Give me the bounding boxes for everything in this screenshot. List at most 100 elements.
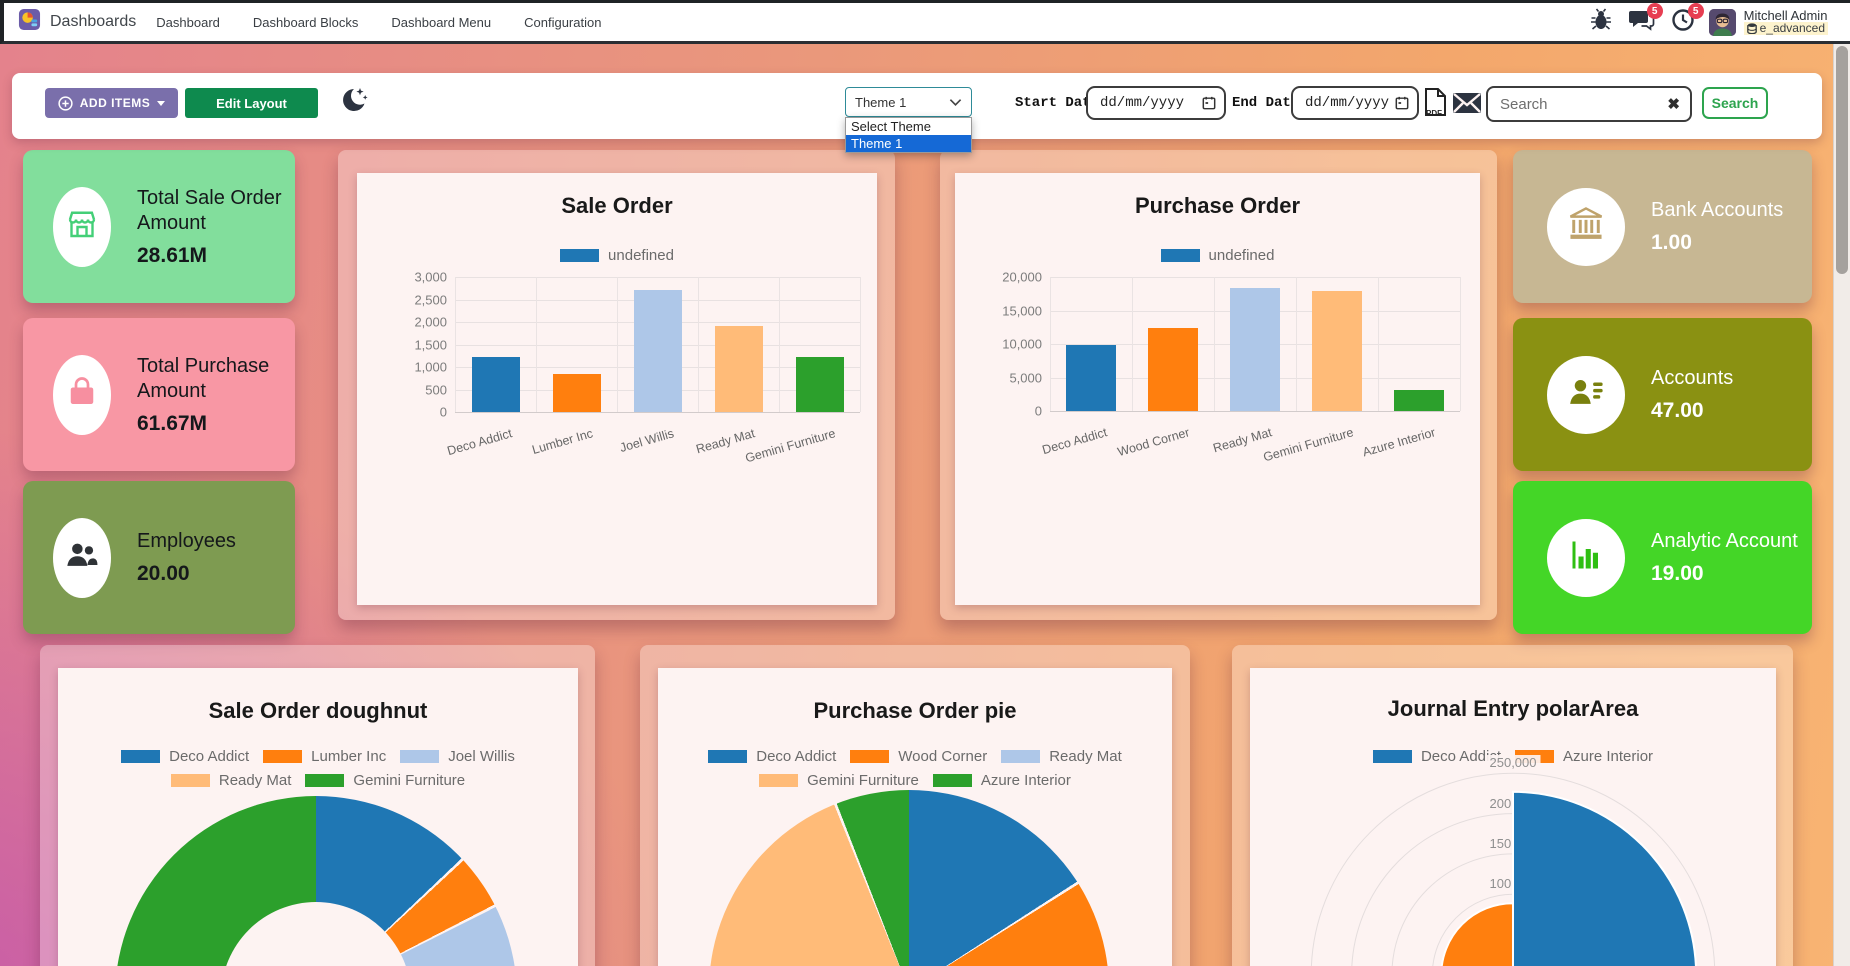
database-icon (1746, 23, 1757, 34)
journal-entry-polar-tile: Journal Entry polarArea Deco Addict Azure … (1232, 645, 1793, 966)
legend-label: Ready Mat (1049, 748, 1122, 765)
legend-item-undefined[interactable]: undefined (1160, 247, 1274, 264)
journal-entry-polar-panel: Journal Entry polarArea Deco Addict Azure … (1250, 668, 1776, 966)
y-axis-tick: 10,000 (1002, 336, 1042, 352)
svg-text:PDF: PDF (1426, 109, 1442, 118)
kpi-icon-circle (53, 517, 111, 598)
end-date-label: End Date: (1232, 95, 1308, 111)
chart-legend: Deco Addict Lumber Inc Joel Willis Ready Ma… (58, 748, 578, 789)
vertical-scrollbar[interactable] (1833, 44, 1850, 966)
legend-item-ready-mat[interactable]: Ready Mat (1001, 748, 1122, 765)
gridline (1050, 411, 1460, 412)
chart-title: Sale Order doughnut (208, 698, 428, 723)
start-date-input[interactable]: dd/mm/yyyy (1086, 86, 1226, 120)
legend-swatch (1160, 249, 1200, 262)
calendar-icon[interactable] (1202, 96, 1216, 110)
theme-option-select-theme[interactable]: Select Theme (851, 119, 931, 134)
menu-item-dashboard[interactable]: Dashboard (156, 14, 220, 30)
export-pdf-button[interactable]: PDF (1422, 87, 1448, 122)
messages-button[interactable]: 5 (1628, 3, 1663, 35)
legend-item-gemini-furniture[interactable]: Gemini Furniture (305, 772, 465, 789)
legend-item-joel-willis[interactable]: Joel Willis (400, 748, 515, 765)
notification-badge: 5 (1687, 3, 1704, 19)
legend-label: Gemini Furniture (807, 772, 919, 789)
theme-select[interactable]: Theme 1 (845, 87, 972, 117)
gridline (1378, 277, 1379, 411)
legend-label: Ready Mat (218, 772, 292, 789)
legend-item-deco-addict[interactable]: Deco Addict (708, 748, 836, 765)
moon-icon (343, 88, 368, 111)
menu-item-configuration[interactable]: Configuration (524, 14, 602, 30)
y-axis-tick: 20,000 (1002, 269, 1042, 285)
legend-swatch (708, 750, 748, 763)
x-axis-label: Wood Corner (1115, 425, 1191, 460)
clear-search-icon[interactable]: ✖ (1667, 96, 1680, 113)
chevron-down-icon (949, 98, 962, 106)
kpi-icon-circle (53, 186, 111, 267)
x-axis-label: Joel Willis (618, 426, 676, 456)
legend-item-deco-addict[interactable]: Deco Addict (1372, 748, 1501, 765)
kpi-card-bank-accounts[interactable]: Bank Accounts 1.00 (1513, 150, 1812, 303)
legend-swatch (759, 774, 799, 787)
kpi-card-employees[interactable]: Employees 20.00 (23, 481, 295, 634)
kpi-value: 20.00 (137, 562, 190, 585)
bar-wood-corner (1148, 328, 1198, 411)
legend-swatch (305, 774, 345, 787)
legend-item-azure-interior[interactable]: Azure Interior (932, 772, 1071, 789)
menu-item-dashboard-menu[interactable]: Dashboard Menu (391, 14, 492, 30)
legend-label: Wood Corner (898, 748, 988, 765)
legend-item-undefined[interactable]: undefined (560, 247, 674, 264)
legend-swatch (1001, 750, 1041, 763)
legend-item-deco-addict[interactable]: Deco Addict (121, 748, 249, 765)
chart-legend: undefined (955, 247, 1480, 264)
legend-item-wood-corner[interactable]: Wood Corner (850, 748, 987, 765)
dark-mode-toggle[interactable] (336, 84, 370, 118)
search-input[interactable] (1500, 95, 1650, 113)
bar-ready-mat (1230, 288, 1280, 411)
legend-swatch (400, 750, 440, 763)
search-button[interactable]: Search (1702, 87, 1768, 119)
kpi-card-total-sale-order-amount[interactable]: Total Sale Order Amount 28.61M (23, 150, 295, 303)
y-axis-tick: 2,000 (414, 314, 447, 330)
kpi-title: Accounts (1651, 367, 1734, 389)
add-items-button[interactable]: ADD ITEMS (45, 88, 178, 118)
gridline (860, 277, 861, 412)
edit-layout-button[interactable]: Edit Layout (185, 88, 318, 118)
sale-order-doughnut-tile: Sale Order doughnut Deco Addict Lumber Inc… (40, 645, 595, 966)
legend-label: undefined (608, 247, 674, 264)
end-date-input[interactable]: dd/mm/yyyy (1291, 86, 1419, 120)
legend-item-ready-mat[interactable]: Ready Mat (170, 772, 292, 789)
menu-item-dashboard-blocks[interactable]: Dashboard Blocks (252, 14, 359, 30)
activities-button[interactable]: 5 (1670, 3, 1704, 35)
analytic-chart-icon (1568, 537, 1604, 578)
legend-item-lumber-inc[interactable]: Lumber Inc (263, 748, 386, 765)
legend-item-gemini-furniture[interactable]: Gemini Furniture (759, 772, 919, 789)
debug-bug-button[interactable] (1588, 8, 1614, 35)
gridline (1460, 277, 1461, 411)
calendar-icon[interactable] (1395, 96, 1409, 110)
y-axis-tick: 2,500 (414, 292, 447, 307)
chart-title: Purchase Order (1134, 193, 1301, 218)
y-axis-tick: 0 (439, 404, 447, 420)
legend-swatch (1372, 750, 1412, 763)
scrollbar-thumb[interactable] (1836, 46, 1848, 274)
plus-circle-icon (58, 95, 73, 111)
kpi-title: Bank Accounts (1651, 199, 1784, 221)
gridline (1132, 277, 1133, 411)
kpi-card-total-purchase-amount[interactable]: Total Purchase Amount 61.67M (23, 318, 295, 471)
gridline (1050, 277, 1051, 411)
chart-title: Sale Order (561, 193, 673, 218)
gridline (455, 412, 860, 413)
app-home-button[interactable]: Dashboards (4, 8, 136, 36)
user-menu[interactable]: Mitchell Admin e_advanced (1708, 8, 1828, 36)
top-navbar: Dashboards Dashboard Dashboard Blocks Dash… (0, 0, 1850, 44)
purchase-order-pie-panel: Purchase Order pie Deco Addict Wood Corner… (658, 668, 1172, 966)
kpi-icon-circle (1547, 355, 1625, 434)
kpi-icon-circle (1547, 518, 1625, 597)
kpi-card-accounts[interactable]: Accounts 47.00 (1513, 318, 1812, 471)
legend-label: Lumber Inc (311, 748, 387, 765)
send-mail-button[interactable] (1452, 92, 1482, 117)
theme-option-theme-1[interactable]: Theme 1 (846, 135, 971, 152)
kpi-icon-circle (53, 354, 111, 435)
kpi-card-analytic-account[interactable]: Analytic Account 19.00 (1513, 481, 1812, 634)
